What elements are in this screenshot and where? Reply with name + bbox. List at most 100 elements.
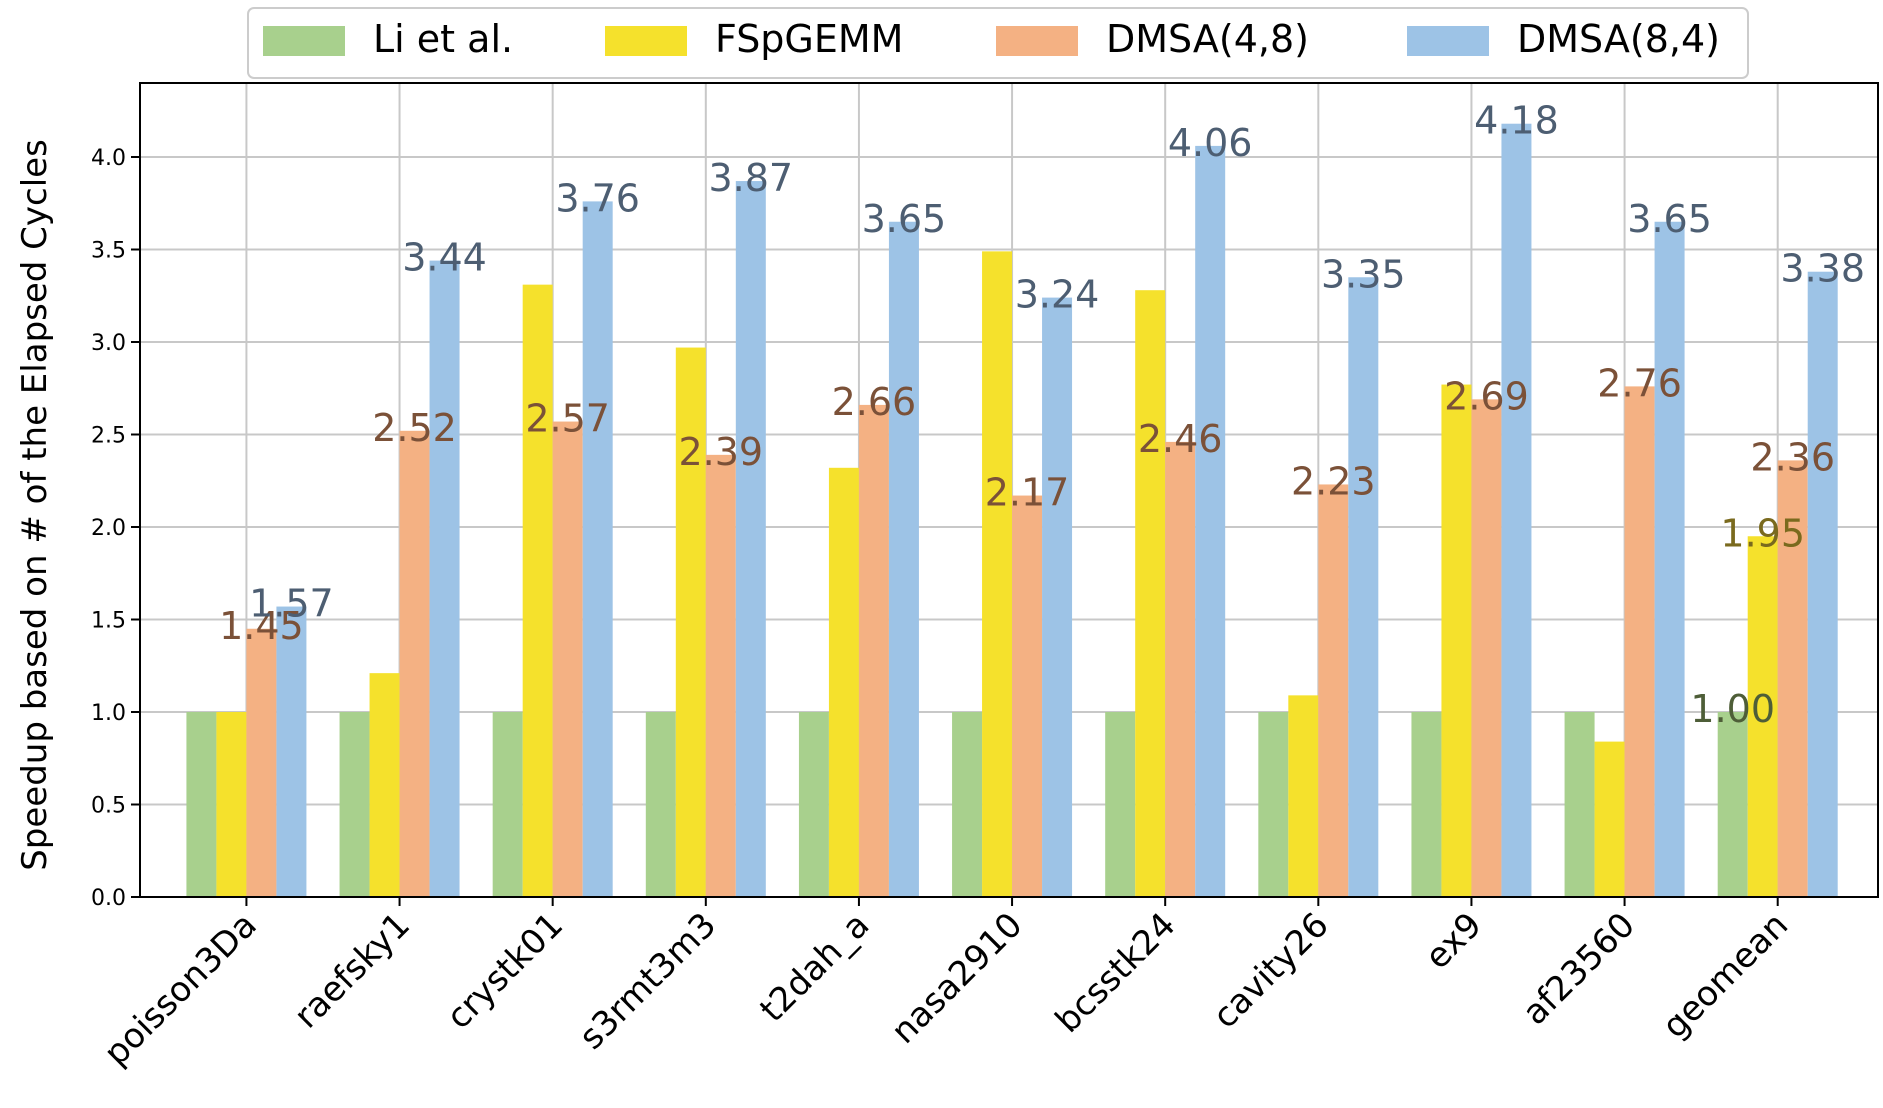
bar-value-label: 1.95 [1720,511,1805,555]
bar [522,284,553,897]
bar [828,467,859,897]
bar [1777,460,1808,897]
legend-swatch [263,26,345,56]
x-tick-label: poisson3Da [96,905,264,1073]
bar [952,712,983,897]
y-axis-label: Speedup based on # of the Elapsed Cycles [15,139,55,871]
y-tick-label: 1.0 [91,701,126,726]
bar [1411,712,1442,897]
bar [1318,484,1349,897]
legend-swatch [1407,26,1489,56]
x-tick-label: raefsky1 [287,905,418,1036]
bar [186,712,217,897]
x-tick-label: geomean [1655,905,1796,1046]
bar [276,606,307,897]
bar-value-label: 2.69 [1444,374,1529,418]
bar [429,260,460,898]
legend-label: Li et al. [373,17,513,61]
bar [1564,712,1595,897]
legend-label: DMSA(4,8) [1106,17,1309,61]
plot-frame [139,82,1879,898]
bar [1288,695,1319,897]
bar [339,712,370,897]
y-tick-label: 3.5 [91,239,126,264]
x-tick-label: s3rmt3m3 [572,905,724,1057]
bar [1105,712,1136,897]
y-axis: 0.0 0.5 1.0 1.5 2.0 2.5 3.0 3.5 4.0 [91,146,140,911]
x-tick-label: ex9 [1418,905,1490,977]
bar-value-label: 4.06 [1168,121,1253,165]
bar-value-label: 3.65 [1627,197,1712,241]
y-tick-label: 1.5 [91,609,126,634]
legend-swatch [605,26,687,56]
bar [1042,297,1073,898]
legend-swatch [996,26,1078,56]
legend: Li et al. FSpGEMM DMSA(4,8) DMSA(8,4) [247,7,1749,79]
y-tick-label: 0.0 [91,886,126,911]
y-tick-label: 0.5 [91,794,126,819]
bar-value-label: 2.76 [1597,361,1682,405]
bar [1654,221,1685,897]
x-tick-label: nasa2910 [884,905,1031,1052]
bar-value-label: 3.76 [555,176,640,220]
bar [1012,495,1043,897]
bar-value-label: 3.35 [1321,252,1406,296]
bar-value-label: 3.65 [862,197,947,241]
bar [1501,123,1532,897]
bar [1807,271,1838,897]
bar-value-label: 3.24 [1015,273,1100,317]
bar [1195,145,1226,897]
x-tick-label: cavity26 [1205,905,1336,1036]
bar-value-label: 1.00 [1690,687,1775,731]
bar [675,347,706,897]
bar-value-label: 2.66 [832,380,917,424]
bar [1471,399,1502,897]
bar-value-label: 1.57 [249,582,334,626]
bar [705,454,736,897]
bar-value-label: 2.57 [525,397,610,441]
bar [216,712,247,897]
y-tick-label: 3.0 [91,331,126,356]
bar [982,251,1013,898]
bars [186,123,1838,898]
bar [858,404,889,897]
bar [1165,441,1196,897]
bar [1594,741,1625,897]
bar-value-label: 2.39 [679,430,764,474]
bar [798,712,829,897]
legend-label: DMSA(8,4) [1517,17,1720,61]
y-tick-label: 4.0 [91,146,126,171]
bar-value-label: 2.52 [372,406,457,450]
bar [399,430,430,897]
legend-label: FSpGEMM [715,17,903,61]
bar [888,221,919,897]
bar-value-label: 3.87 [709,156,794,200]
bar [492,712,523,897]
bar [246,628,277,897]
bar [1624,386,1655,897]
bar-value-label: 2.23 [1291,459,1376,503]
x-tick-label: t2dah_a [752,905,877,1030]
bar-value-label: 3.38 [1780,247,1865,291]
bar [1135,290,1166,897]
bar [369,673,400,897]
bar [735,181,766,898]
bar [1258,712,1289,897]
x-tick-label: bcsstk24 [1048,905,1184,1041]
bar-value-labels: 1.00 1.95 1.45 2.52 2.57 2.39 2.66 2.17 2.46 2.23… [219,99,1865,731]
x-axis: poisson3Da raefsky1 crystk01 s3rmt3m3 t2dah_… [96,897,1796,1074]
x-tick-label: af23560 [1515,905,1643,1033]
bar-value-label: 2.36 [1750,435,1835,479]
bar [582,201,613,897]
bar-value-label: 2.17 [985,471,1070,515]
bar [1747,536,1778,897]
bar [1717,712,1748,897]
bar-value-label: 2.46 [1138,417,1223,461]
y-tick-label: 2.0 [91,516,126,541]
bar [645,712,676,897]
bar-value-label: 3.44 [402,236,487,280]
bar-value-label: 4.18 [1474,99,1559,143]
y-tick-label: 2.5 [91,424,126,449]
bar-value-label: 1.45 [219,604,304,648]
